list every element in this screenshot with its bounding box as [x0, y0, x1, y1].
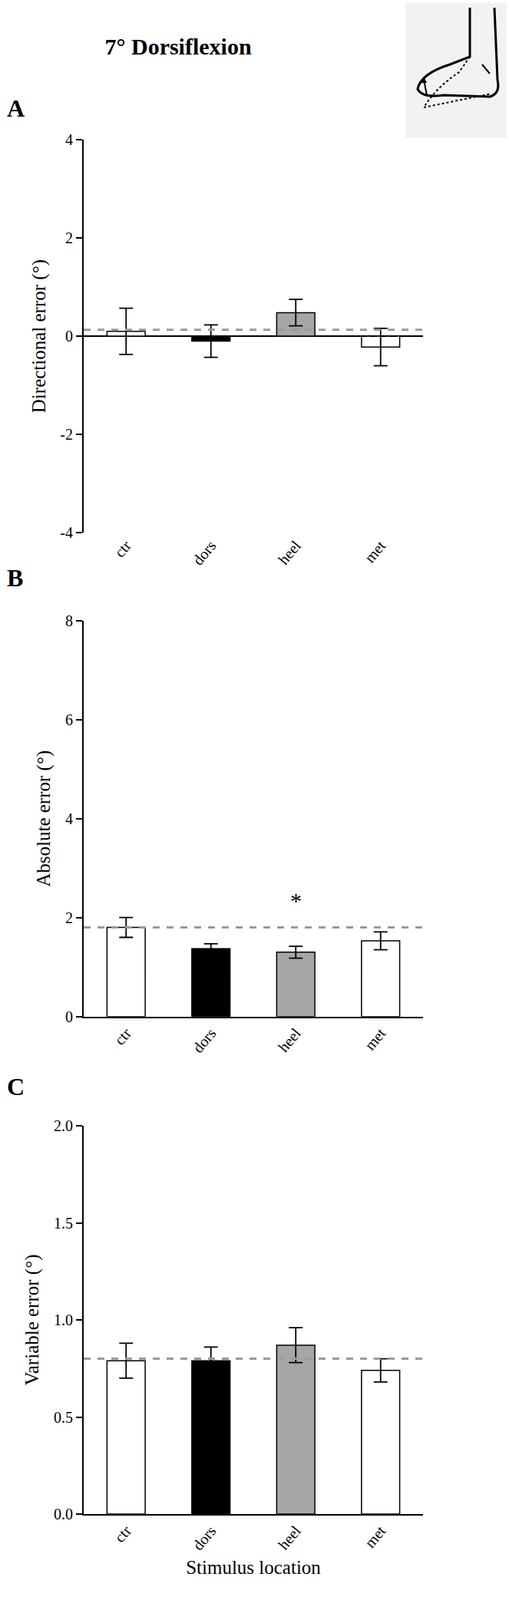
svg-text:Stimulus location: Stimulus location	[185, 1557, 321, 1579]
svg-text:ctr: ctr	[111, 537, 136, 562]
svg-text:6: 6	[65, 711, 73, 729]
svg-text:C: C	[6, 1073, 25, 1101]
svg-text:0.5: 0.5	[53, 1409, 73, 1427]
svg-text:heel: heel	[274, 1024, 305, 1056]
svg-text:0: 0	[65, 327, 73, 345]
svg-text:A: A	[6, 94, 25, 123]
svg-text:-2: -2	[59, 426, 73, 443]
svg-text:heel: heel	[274, 537, 305, 569]
svg-text:met: met	[360, 1024, 389, 1054]
svg-text:4: 4	[65, 131, 73, 149]
svg-text:ctr: ctr	[111, 1523, 136, 1547]
svg-text:ctr: ctr	[111, 1024, 136, 1049]
svg-text:Absolute error (°): Absolute error (°)	[33, 750, 55, 888]
svg-text:7° Dorsiflexion: 7° Dorsiflexion	[104, 33, 252, 60]
svg-text:2: 2	[65, 909, 73, 927]
svg-text:B: B	[6, 564, 24, 592]
svg-text:*: *	[290, 888, 302, 914]
svg-text:1.0: 1.0	[53, 1312, 73, 1329]
svg-text:dors: dors	[188, 1523, 219, 1555]
svg-text:8: 8	[65, 612, 73, 630]
svg-text:2: 2	[65, 229, 73, 247]
svg-text:Directional error (°): Directional error (°)	[28, 259, 50, 414]
svg-text:1.5: 1.5	[53, 1215, 73, 1233]
svg-text:0.0: 0.0	[53, 1506, 73, 1524]
svg-text:dors: dors	[188, 1024, 219, 1057]
svg-text:4: 4	[65, 810, 73, 828]
svg-text:-4: -4	[59, 524, 73, 542]
svg-text:heel: heel	[274, 1523, 305, 1554]
svg-text:dors: dors	[188, 537, 219, 569]
svg-text:Variable error (°): Variable error (°)	[21, 1255, 43, 1387]
svg-text:0: 0	[65, 1008, 73, 1026]
svg-text:met: met	[360, 537, 389, 566]
svg-text:met: met	[360, 1523, 389, 1552]
svg-text:2.0: 2.0	[53, 1117, 73, 1135]
